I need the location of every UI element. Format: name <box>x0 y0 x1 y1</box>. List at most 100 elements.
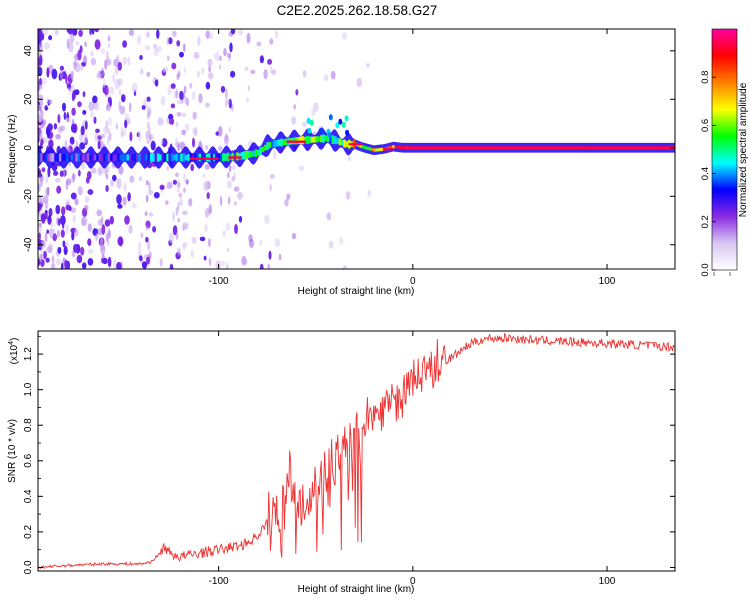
spectrogram-speckle <box>41 77 47 85</box>
spectrogram-speckle <box>205 102 210 108</box>
spectrogram-speckle <box>38 128 43 138</box>
spectrogram-speckle <box>247 85 251 92</box>
ridge-cell <box>79 154 83 161</box>
spectrogram-speckle <box>119 105 126 115</box>
spectrogram-speckle <box>38 202 42 212</box>
spectrogram-speckle <box>293 104 297 110</box>
spectrogram-speckle <box>68 29 73 35</box>
spectrogram-speckle <box>97 140 101 150</box>
spectrogram-speckle <box>75 66 79 72</box>
spectrogram-speckle <box>230 70 236 78</box>
spectrogram-speckle <box>291 116 297 125</box>
spectrogram-speckle <box>141 261 148 269</box>
spectrogram-speckle <box>123 182 127 192</box>
spectrogram-speckle <box>94 29 99 33</box>
spectrogram-speckle <box>96 209 102 217</box>
ridge-cell <box>82 154 85 161</box>
snr-y-tick-label: 0.2 <box>23 525 34 539</box>
spectrogram-speckle <box>267 58 273 65</box>
spectrogram-speckle <box>177 218 180 223</box>
spectrogram-speckle <box>69 136 75 145</box>
spectrogram-speckle <box>138 131 142 142</box>
spectrogram-speckle <box>47 215 52 225</box>
spectrogram-speckle <box>59 70 64 81</box>
spectrogram-speckle <box>144 211 148 217</box>
ridge-cell <box>275 139 279 147</box>
spectrogram-speckle <box>273 150 277 160</box>
spectrogram-speckle <box>208 72 214 80</box>
spectrogram-y-tick-label: -40 <box>23 237 34 252</box>
spectrogram-speckle <box>356 77 362 88</box>
spectrogram-speckle <box>215 260 221 269</box>
ridge-cell <box>341 139 344 146</box>
spectrogram-speckle <box>115 122 119 130</box>
ridge-cell <box>257 149 260 156</box>
spectrogram-speckle <box>129 175 135 183</box>
snr-y-tick-label: 1.0 <box>23 382 34 396</box>
spectrogram-speckle <box>80 125 85 136</box>
snr-y-tick-label: 1.2 <box>23 347 34 361</box>
ridge-cell <box>375 148 379 152</box>
ridge-cell <box>247 150 251 159</box>
spectrogram-speckle <box>101 257 104 264</box>
spectrogram-speckle <box>170 83 176 89</box>
spectrogram-speckle <box>65 204 71 211</box>
spectrogram-speckle <box>127 192 131 202</box>
spectrogram-speckle <box>227 196 231 205</box>
spectrogram-speckle <box>90 167 97 174</box>
spectrogram-speckle <box>183 43 186 53</box>
spectrogram-speckle <box>345 191 351 200</box>
spectrogram-speckle <box>183 221 186 230</box>
spectrogram-speckle <box>311 108 316 117</box>
spectrogram-speckle <box>166 37 170 46</box>
spectrogram-speckle <box>175 232 179 240</box>
ridge-cell <box>75 153 78 162</box>
spectrogram-speckle <box>49 228 54 239</box>
spectrogram-speckle <box>110 179 115 187</box>
spectrogram-speckle <box>124 119 128 129</box>
spectrogram-speckle <box>38 94 44 101</box>
snr-y-axis-label: SNR (10 * v/v) <box>7 419 18 483</box>
spectrogram-speckle <box>150 140 156 151</box>
ridge-cell <box>240 152 244 160</box>
spectrogram-speckle <box>51 255 55 264</box>
spectrogram-speckle <box>105 184 109 193</box>
spectrogram-speckle <box>62 240 66 248</box>
spectrogram-speckle <box>184 96 187 105</box>
spectrogram-speckle <box>108 230 111 239</box>
spectrogram-speckle <box>40 213 47 221</box>
spectrogram-speckle <box>74 89 80 96</box>
spectrogram-speckle <box>169 118 175 125</box>
spectrogram-speckle <box>147 240 150 251</box>
spectrogram-speckle <box>233 201 238 206</box>
spectrogram-speckle <box>203 180 209 192</box>
spectrogram-panel: -100 0 100 -40 -20 0 20 40 Height of straight l… <box>7 28 676 297</box>
ridge-cell <box>73 153 76 162</box>
ridge-cell <box>156 153 160 162</box>
spectrogram-speckle <box>275 30 279 39</box>
spectrogram-speckle <box>208 65 212 73</box>
spectrogram-speckle <box>76 254 83 264</box>
snr-plot-background <box>38 331 675 571</box>
spectrogram-speckle <box>56 185 62 194</box>
spectrogram-speckle <box>365 63 370 68</box>
ridge-cell <box>210 154 214 161</box>
spectrogram-speckle <box>60 262 64 269</box>
ridge-cell <box>138 153 141 162</box>
spectrogram-speckle <box>147 140 150 145</box>
snr-x-tick-label: -100 <box>209 576 229 587</box>
spectrogram-speckle <box>78 29 83 37</box>
ridge-cell <box>59 153 62 162</box>
spectrogram-noise-speckles <box>38 29 372 269</box>
spectrogram-speckle <box>218 126 223 137</box>
ridge-cell <box>364 146 367 150</box>
ridge-cell <box>299 136 302 145</box>
spectrogram-speckle <box>284 198 289 207</box>
colorbar-tick-label: 0.8 <box>700 71 711 84</box>
ridge-spur <box>306 117 311 124</box>
spectrogram-speckle <box>59 65 64 71</box>
spectrogram-speckle <box>146 71 151 78</box>
spectrogram-speckle <box>204 164 210 170</box>
spectrogram-speckle <box>60 229 65 238</box>
